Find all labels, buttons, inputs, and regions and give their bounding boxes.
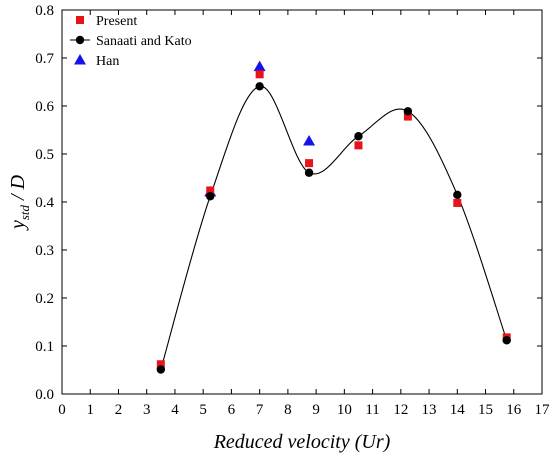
x-tick-label: 14 [450, 402, 466, 418]
circle-point [354, 132, 363, 141]
legend-label: Present [96, 14, 137, 29]
square-point [354, 141, 363, 150]
square-point [403, 112, 412, 121]
x-tick-label: 12 [393, 402, 408, 418]
y-tick-label: 0.0 [35, 387, 54, 403]
legend-circle-marker [75, 35, 85, 45]
y-axis-title-main: y [7, 220, 29, 231]
plot-frame [61, 9, 543, 395]
square-point [255, 70, 264, 79]
legend-label: Han [96, 54, 119, 69]
x-tick-label: 11 [365, 402, 379, 418]
square-point [305, 159, 314, 168]
circle-point [502, 336, 511, 345]
y-axis: 0.0 0.1 0.2 0.3 0.4 0.5 0.6 0.7 0.8 [35, 3, 542, 403]
x-tick-label: 17 [535, 402, 550, 418]
y-tick-label: 0.8 [35, 3, 54, 19]
square-point [206, 186, 215, 195]
sanaati-kato-curve [160, 85, 508, 370]
x-tick-label: 2 [115, 402, 123, 418]
triangle-point [303, 135, 316, 146]
legend: Present Sanaati and Kato Han [70, 14, 192, 69]
x-tick-label: 7 [256, 402, 264, 418]
x-axis: 0 1 2 3 4 5 6 7 8 9 10 11 12 13 14 15 16 17 [58, 10, 550, 418]
y-tick-label: 0.4 [35, 195, 54, 211]
y-tick-label: 0.2 [35, 291, 54, 307]
circle-point [206, 192, 215, 201]
legend-square-marker [76, 16, 84, 24]
legend-label: Sanaati and Kato [96, 34, 192, 49]
circle-point [453, 190, 462, 199]
x-tick-label: 3 [143, 402, 151, 418]
x-axis-title: Reduced velocity (Ur) [213, 431, 391, 453]
y-tick-label: 0.3 [35, 243, 54, 259]
x-tick-label: 6 [228, 402, 236, 418]
square-point [453, 198, 462, 207]
y-tick-label: 0.1 [35, 339, 54, 355]
x-tick-label: 8 [284, 402, 292, 418]
x-tick-label: 10 [337, 402, 352, 418]
triangle-point [253, 60, 266, 72]
y-tick-label: 0.6 [35, 99, 54, 115]
x-tick-label: 0 [58, 402, 66, 418]
x-tick-label: 13 [422, 402, 437, 418]
y-axis-title-subscript: std [17, 204, 32, 220]
square-point [156, 360, 165, 369]
circle-point [304, 168, 314, 177]
y-tick-label: 0.5 [35, 147, 54, 163]
y-tick-label: 0.7 [35, 51, 54, 67]
x-tick-label: 15 [478, 402, 493, 418]
x-tick-label: 16 [506, 402, 522, 418]
circle-point [156, 365, 166, 374]
x-tick-label: 4 [171, 402, 179, 418]
circle-point [255, 82, 264, 91]
y-axis-title-rest: / D [7, 174, 29, 205]
x-tick-label: 9 [312, 402, 320, 418]
y-axis-title: ystd / D [7, 174, 32, 231]
legend-triangle-marker [74, 54, 86, 65]
x-tick-label: 5 [199, 402, 207, 418]
circle-point [403, 107, 413, 116]
data-markers [156, 60, 511, 374]
x-tick-label: 1 [86, 402, 94, 418]
